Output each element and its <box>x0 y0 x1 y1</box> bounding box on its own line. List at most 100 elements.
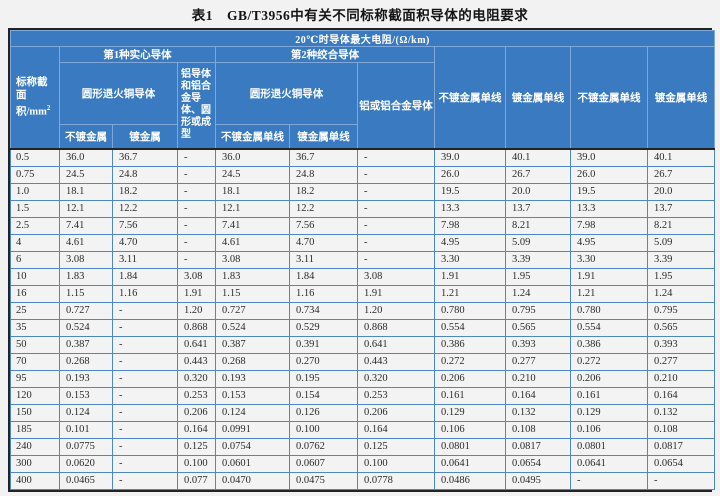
value-cell: - <box>357 250 435 269</box>
value-cell: 1.16 <box>289 284 358 303</box>
size-cell: 1.5 <box>10 199 60 218</box>
value-cell: 40.1 <box>646 148 716 167</box>
value-cell: 0.108 <box>646 420 716 439</box>
table-row: 0.5 36.0 36.7-36.0 36.7-39.0 40.1 39.0 40.1 <box>10 148 716 167</box>
nominal-area-line1: 标称截 <box>16 77 48 88</box>
value-cell: - <box>357 199 435 218</box>
header-coated-wire-1: 镀金属单线 <box>505 46 571 150</box>
value-cell: 0.727 <box>59 301 113 320</box>
value-cell: 0.0470 <box>215 471 290 490</box>
value-cell: 26.7 <box>646 165 716 184</box>
value-cell: 5.09 <box>646 233 716 252</box>
value-cell: 0.153 <box>215 386 290 405</box>
size-cell: 4 <box>10 233 60 252</box>
header-row-materials: 圆形退火铜导体 铝导体和铝合金导体、圆形或成型 圆形退火铜导体 铝或铝合金导体 <box>11 62 715 150</box>
value-cell: 18.1 <box>215 182 290 201</box>
value-cell: - <box>177 250 216 269</box>
value-cell: 0.268 <box>215 352 290 371</box>
value-cell: 20.0 <box>505 182 571 201</box>
value-cell: 0.0641 <box>434 454 506 473</box>
table-row: 2.5 7.41 7.56-7.41 7.56-7.98 8.21 7.98 8.21 <box>10 216 716 235</box>
value-cell: 13.3 <box>434 199 506 218</box>
value-cell: 39.0 <box>570 148 648 167</box>
value-cell: 0.164 <box>505 386 571 405</box>
value-cell: 13.7 <box>646 199 716 218</box>
value-cell: 26.0 <box>434 165 506 184</box>
value-cell: - <box>112 471 178 490</box>
table-row: 1.0 18.1 18.2-18.1 18.2-19.5 20.0 19.5 20.0 <box>10 182 716 201</box>
table-row: 4 4.61 4.70-4.61 4.70-4.95 5.09 4.95 5.09 <box>10 233 716 252</box>
value-cell: 1.20 <box>357 301 435 320</box>
value-cell: 3.30 <box>434 250 506 269</box>
value-cell: 36.7 <box>289 148 358 167</box>
value-cell: 4.70 <box>112 233 178 252</box>
value-cell: 24.8 <box>289 165 358 184</box>
value-cell: 0.0817 <box>646 437 716 456</box>
value-cell: 18.1 <box>59 182 113 201</box>
value-cell: - <box>112 335 178 354</box>
value-cell: 12.1 <box>59 199 113 218</box>
header-solid-copper-coated: 镀金属 <box>112 124 178 150</box>
table-row: 0.75 24.5 24.8-24.5 24.8-26.0 26.7 26.0 26.7 <box>10 165 716 184</box>
table-row: 150 0.124-0.206 0.124 0.126 0.206 0.129 0.132 0… <box>10 403 716 422</box>
value-cell: 0.132 <box>505 403 571 422</box>
value-cell: 0.780 <box>434 301 506 320</box>
size-cell: 25 <box>10 301 60 320</box>
table-row: 240 0.0775-0.125 0.0754 0.0762 0.125 0.0801 0.… <box>10 437 716 456</box>
value-cell: - <box>177 148 216 167</box>
value-cell: - <box>112 352 178 371</box>
resistance-table-container: 20℃时导体最大电阻/(Ω/km) 标称截 面积/mm2 第1种实心导体 第2种… <box>8 28 716 492</box>
value-cell: 0.443 <box>357 352 435 371</box>
value-cell: 0.0465 <box>59 471 113 490</box>
value-cell: 13.7 <box>505 199 571 218</box>
value-cell: 0.393 <box>505 335 571 354</box>
value-cell: 0.524 <box>59 318 113 337</box>
value-cell: 19.5 <box>570 182 648 201</box>
value-cell: - <box>177 199 216 218</box>
value-cell: 0.0754 <box>215 437 290 456</box>
header-stranded-copper-coated: 镀金属单线 <box>289 124 358 150</box>
header-uncoated-wire-1: 不镀金属单线 <box>434 46 506 150</box>
value-cell: - <box>112 301 178 320</box>
value-cell: 7.41 <box>59 216 113 235</box>
value-cell: 0.734 <box>289 301 358 320</box>
table-row: 95 0.193-0.320 0.193 0.195 0.320 0.206 0.210 0.… <box>10 369 716 388</box>
value-cell: 0.277 <box>505 352 571 371</box>
value-cell: 1.91 <box>570 267 648 286</box>
value-cell: 0.124 <box>59 403 113 422</box>
value-cell: 0.393 <box>646 335 716 354</box>
header-stranded-copper-plain: 不镀金属单线 <box>215 124 290 150</box>
value-cell: - <box>357 165 435 184</box>
value-cell: 0.0801 <box>570 437 648 456</box>
value-cell: 3.08 <box>177 267 216 286</box>
value-cell: 0.0762 <box>289 437 358 456</box>
value-cell: 3.08 <box>215 250 290 269</box>
value-cell: 0.193 <box>59 369 113 388</box>
value-cell: 39.0 <box>434 148 506 167</box>
value-cell: 0.277 <box>646 352 716 371</box>
value-cell: 0.320 <box>177 369 216 388</box>
size-cell: 240 <box>10 437 60 456</box>
value-cell: 0.164 <box>646 386 716 405</box>
value-cell: 0.0641 <box>570 454 648 473</box>
table-row: 16 1.15 1.16 1.91 1.15 1.16 1.91 1.21 1.24 1.21 1.… <box>10 284 716 303</box>
value-cell: 3.39 <box>505 250 571 269</box>
value-cell: 0.100 <box>289 420 358 439</box>
size-cell: 150 <box>10 403 60 422</box>
value-cell: 0.108 <box>505 420 571 439</box>
value-cell: 0.210 <box>505 369 571 388</box>
size-cell: 120 <box>10 386 60 405</box>
value-cell: 36.0 <box>59 148 113 167</box>
value-cell: - <box>112 318 178 337</box>
value-cell: 1.84 <box>112 267 178 286</box>
value-cell: 1.15 <box>59 284 113 303</box>
value-cell: 7.56 <box>112 216 178 235</box>
value-cell: 0.161 <box>434 386 506 405</box>
value-cell: 0.129 <box>434 403 506 422</box>
value-cell: - <box>112 437 178 456</box>
value-cell: 1.16 <box>112 284 178 303</box>
value-cell: 0.780 <box>570 301 648 320</box>
table-row: 185 0.101-0.164 0.0991 0.100 0.164 0.106 0.108… <box>10 420 716 439</box>
value-cell: 1.95 <box>505 267 571 286</box>
value-cell: 0.443 <box>177 352 216 371</box>
